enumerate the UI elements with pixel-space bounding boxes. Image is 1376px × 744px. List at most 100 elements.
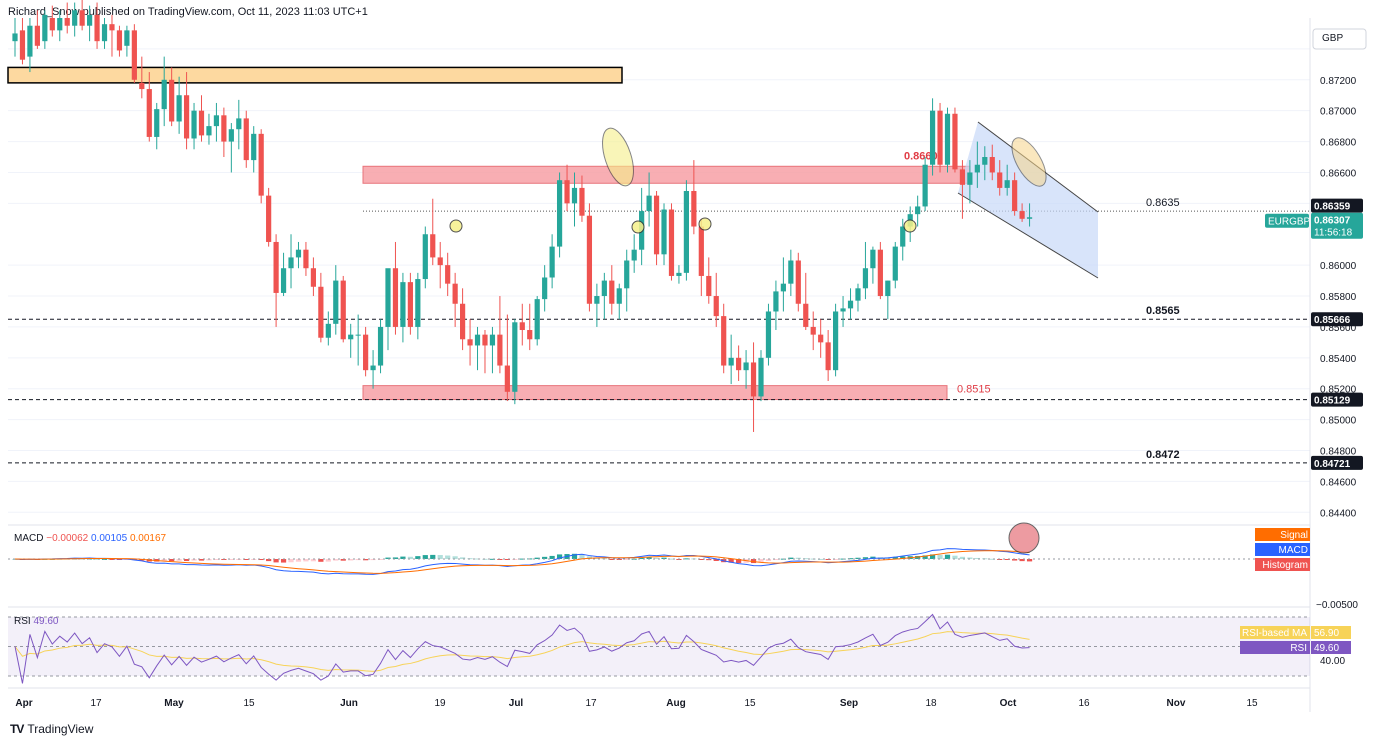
rsi-line xyxy=(14,613,1030,684)
candle-body xyxy=(691,190,697,227)
x-tick-label: 17 xyxy=(90,698,102,709)
macd-histogram-bar xyxy=(415,556,421,559)
macd-histogram-bar xyxy=(445,555,451,559)
candle-body xyxy=(363,334,369,371)
candle-body xyxy=(780,283,786,292)
rsi-legend-value: 56.90 xyxy=(1314,628,1339,639)
macd-histogram-bar xyxy=(392,557,399,559)
macd-histogram-bar xyxy=(639,557,645,559)
macd-histogram-bar xyxy=(273,559,279,563)
candle-body xyxy=(698,226,704,276)
candle-body xyxy=(818,334,824,343)
macd-histogram-bar xyxy=(758,559,764,563)
candle-body xyxy=(221,115,227,142)
candle-body xyxy=(892,246,898,281)
candle-body xyxy=(497,334,503,366)
x-tick-label: Jun xyxy=(340,698,358,709)
macd-histogram-bar xyxy=(266,559,272,562)
candle-body xyxy=(251,133,257,161)
macd-histogram-bar xyxy=(609,559,615,560)
highlight-circle xyxy=(903,219,917,233)
candle-body xyxy=(833,311,839,371)
candle-body xyxy=(310,268,316,287)
candle-body xyxy=(303,249,309,269)
macd-histogram-bar xyxy=(348,559,354,561)
candle-body xyxy=(549,246,555,278)
candle-body xyxy=(1019,211,1025,219)
macd-histogram-bar xyxy=(653,557,660,559)
candle-body xyxy=(243,118,249,161)
macd-legend-value: 0.00167 xyxy=(1314,530,1351,541)
macd-histogram-bar xyxy=(303,559,309,562)
level-badge-0.85129: 0.85129 xyxy=(1314,396,1351,407)
y-tick-label: 0.86000 xyxy=(1320,261,1357,272)
y-tick-label: 0.85400 xyxy=(1320,354,1357,365)
x-tick-label: 15 xyxy=(243,698,255,709)
candle-body xyxy=(586,215,593,304)
x-tick-label: May xyxy=(164,698,184,709)
candle-body xyxy=(370,365,376,371)
macd-histogram-bar xyxy=(94,558,100,560)
macd-legend-value-bg xyxy=(1311,543,1363,556)
candle-body xyxy=(146,89,152,137)
macd-histogram-bar xyxy=(750,559,757,564)
macd-histogram-bar xyxy=(198,559,205,561)
macd-histogram-bar xyxy=(579,554,585,559)
level-label-0.8635: 0.8635 xyxy=(1146,197,1180,209)
macd-histogram-bar xyxy=(183,559,190,562)
macd-legend-label: MACD xyxy=(1279,545,1308,556)
macd-title-text: MACD xyxy=(14,533,46,544)
rsi-legend-label: RSI xyxy=(1290,643,1307,654)
rsi-legend-label-bg xyxy=(1240,641,1310,654)
highlight-circle xyxy=(698,217,712,231)
macd-y-tick-label: −0.00500 xyxy=(1316,600,1358,611)
macd-histogram-bar xyxy=(661,557,667,559)
rsi-value: 49.60 xyxy=(33,616,58,627)
macd-histogram-bar xyxy=(974,557,980,559)
y-tick-label: 0.87000 xyxy=(1320,107,1357,118)
candle-body xyxy=(318,286,324,338)
x-tick-label: 19 xyxy=(434,698,446,709)
macd-histogram-bar xyxy=(556,554,563,559)
macd-histogram-bar xyxy=(668,558,675,560)
macd-legend-label: Histogram xyxy=(1262,560,1308,571)
candle-body xyxy=(280,268,287,293)
resistance-zone xyxy=(362,165,971,184)
candle-body xyxy=(944,113,951,165)
x-tick-label: Jul xyxy=(509,698,524,709)
candle-body xyxy=(266,195,272,242)
candle-body xyxy=(295,249,302,258)
candle-body xyxy=(564,180,570,204)
candle-body xyxy=(325,323,331,338)
macd-histogram-bar xyxy=(534,557,540,559)
macd-histogram-bar xyxy=(929,554,936,559)
x-tick-label: Apr xyxy=(15,698,32,709)
candle-body xyxy=(139,82,145,90)
y-tick-label: 0.85600 xyxy=(1320,323,1357,334)
candle-body xyxy=(474,334,481,346)
candle-body xyxy=(877,249,883,297)
macd-histogram-bar xyxy=(370,559,376,561)
candle-body xyxy=(765,311,772,358)
candle-body xyxy=(728,357,734,366)
price-badge-last: 0.86307 xyxy=(1314,216,1351,227)
highlight-circle xyxy=(449,219,463,233)
x-tick-label: 17 xyxy=(585,698,597,709)
grid xyxy=(8,18,1311,712)
macd-histogram-bar xyxy=(363,559,369,561)
candle-body xyxy=(64,18,70,26)
resistance-zone-label: 0.8660 xyxy=(904,150,938,162)
macd-histogram-bar xyxy=(952,555,958,559)
candle-body xyxy=(788,260,794,284)
candle-body xyxy=(512,322,518,392)
macd-legend-value-bg xyxy=(1311,528,1363,541)
candle-body xyxy=(460,303,466,340)
macd-legend-value: 0.00105 xyxy=(1314,545,1351,556)
price-badge-current: 0.86359 xyxy=(1314,202,1351,213)
macd-legend-value: −0.00062 xyxy=(1314,560,1356,571)
candle-body xyxy=(571,187,578,204)
macd-histogram-bar xyxy=(124,559,130,560)
macd-histogram-bar xyxy=(295,559,302,562)
